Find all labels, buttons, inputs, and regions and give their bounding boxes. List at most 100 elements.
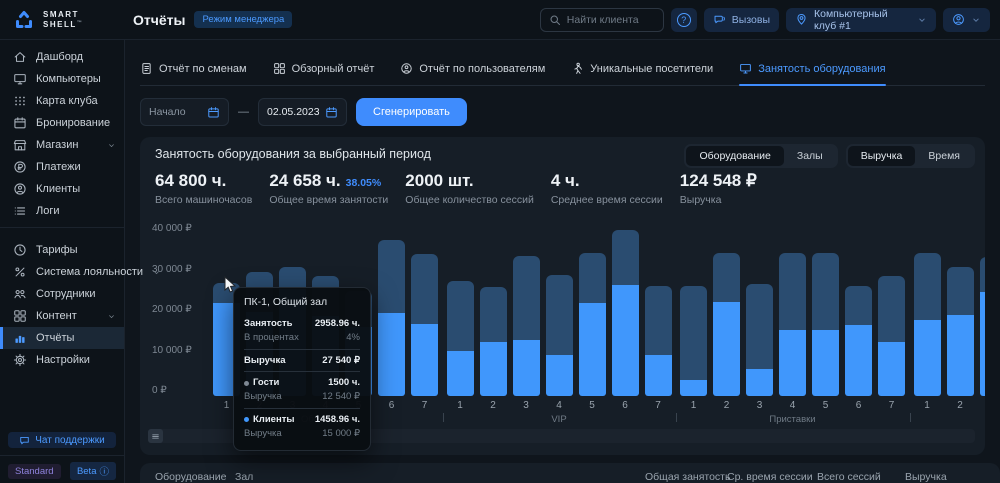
sidebar-item-loyalty[interactable]: Система лояльности (0, 261, 159, 283)
sidebar-item-label: Контент (36, 310, 77, 322)
bar-segment-clients (644, 355, 672, 396)
monitor-icon (739, 62, 752, 75)
smartshell-logo: SMART SHELL™ (12, 8, 125, 32)
chart-bar-Приставки-1[interactable] (680, 286, 707, 396)
chart-bar-VIP-5[interactable] (578, 253, 606, 396)
toggle-revenue[interactable]: Выручка (847, 146, 916, 166)
sidebar-item-club-map[interactable]: Карта клуба (0, 90, 124, 112)
burger-icon (151, 432, 160, 441)
sidebar-item-booking[interactable]: Бронирование (0, 112, 124, 134)
chart-bar-Общий зал-6[interactable] (378, 239, 405, 396)
client-search[interactable] (539, 7, 664, 32)
sidebar-item-staff[interactable]: Сотрудники (0, 283, 124, 305)
chevron-down-icon (107, 141, 116, 150)
tab-user-report[interactable]: Отчёт по пользователям (400, 54, 545, 85)
chevron-down-icon (917, 15, 927, 25)
bar-segment-guests (713, 253, 740, 302)
chart-bar-group3-2[interactable] (946, 266, 974, 396)
sidebar-item-settings[interactable]: Настройки (0, 349, 124, 371)
stat-value: 4 ч. (550, 171, 580, 190)
sidebar-item-label: Тарифы (36, 244, 78, 256)
tooltip-section: Занятость 2958.96 ч. В процентах 4% (244, 313, 360, 349)
sidebar-item-clients[interactable]: Клиенты (0, 178, 124, 200)
clock-icon (13, 243, 27, 257)
bar-segment-guests (746, 284, 773, 369)
beta-badge[interactable]: Beta ⓘ (69, 462, 116, 480)
toggle-equipment[interactable]: Оборудование (686, 146, 784, 166)
date-range-separator: — (238, 106, 249, 118)
chart-bar-Приставки-3[interactable] (746, 284, 773, 396)
x-tick: 4 (789, 400, 796, 411)
bar-segment-guests (411, 254, 438, 324)
sidebar-item-tariffs[interactable]: Тарифы (0, 239, 124, 261)
person-circle-icon (400, 62, 413, 75)
tooltip-row-value: 4% (346, 331, 360, 343)
chart-bar-VIP-6[interactable] (611, 229, 639, 396)
generate-button[interactable]: Сгенерировать (356, 98, 467, 126)
chart-bar-VIP-1[interactable] (446, 281, 474, 396)
calendar-icon (13, 116, 27, 130)
chart-bar-Приставки-6[interactable] (845, 286, 872, 396)
chart-bar-group3-1[interactable] (913, 253, 941, 396)
sidebar-item-reports[interactable]: Отчёты (0, 327, 124, 349)
end-date-field[interactable] (258, 98, 347, 126)
tab-equipment-occupancy[interactable]: Занятость оборудования (739, 54, 886, 86)
chart-bar-VIP-3[interactable] (512, 256, 540, 396)
support-chat-button[interactable]: Чат поддержки (8, 432, 116, 448)
sidebar-divider (0, 227, 124, 228)
page-title: Отчёты (133, 11, 186, 28)
chart-bar-VIP-2[interactable] (479, 286, 507, 396)
chart-bar-group3-3[interactable] (979, 256, 985, 396)
chart-bar-Приставки-7[interactable] (878, 276, 905, 396)
sidebar-item-computers[interactable]: Компьютеры (0, 68, 124, 90)
end-date-input[interactable] (267, 106, 319, 118)
chart-bar-VIP-4[interactable] (545, 275, 573, 396)
chart-bar-Общий зал-7[interactable] (411, 254, 438, 396)
bar-segment-clients (411, 323, 438, 396)
sidebar-item-dashboard[interactable]: Дашборд (0, 46, 124, 68)
start-date-input[interactable] (149, 106, 201, 118)
toggle-time[interactable]: Время (928, 150, 960, 162)
tab-shift-report[interactable]: Отчёт по сменам (140, 54, 247, 85)
stat-label: Всего машиночасов (155, 194, 253, 206)
help-button[interactable]: ? (670, 7, 697, 32)
toggle-halls[interactable]: Залы (796, 150, 823, 162)
stat-label: Среднее время сессии (550, 194, 663, 206)
chart-bar-Приставки-2[interactable] (713, 253, 740, 396)
sidebar-item-shop[interactable]: Магазин (0, 134, 124, 156)
logo-text: SMART SHELL™ (43, 9, 84, 29)
chart-tooltip: ПК-1, Общий зал Занятость 2958.96 ч. В про… (233, 287, 371, 452)
stat-0: 64 800 ч. Всего машиночасов (155, 171, 252, 206)
user-menu[interactable] (943, 7, 990, 32)
range-drag-handle[interactable] (148, 429, 163, 443)
search-input[interactable] (566, 13, 653, 26)
grid-dots-icon (13, 94, 27, 108)
sidebar-item-logs[interactable]: Логи (0, 200, 124, 222)
x-tick: 7 (888, 400, 895, 411)
sidebar-item-content[interactable]: Контент (0, 305, 124, 327)
tab-label: Обзорный отчёт (291, 62, 375, 75)
bar-segment-guests (378, 239, 405, 314)
tab-unique-visitors[interactable]: Уникальные посетители (571, 54, 713, 85)
toggle-group-metric: Выручка Время (845, 144, 975, 168)
tooltip-row-value: 27 540 ₽ (322, 354, 360, 366)
chart-bar-Приставки-4[interactable] (779, 253, 806, 396)
question-icon: ? (676, 12, 691, 27)
stat-1: 24 658 ч. 38.05% Общее время занятости (269, 171, 388, 206)
bar-segment-clients (446, 350, 474, 396)
club-selector[interactable]: Компьютерный клуб #1 (786, 7, 936, 32)
sidebar-item-payments[interactable]: Платежи (0, 156, 124, 178)
x-tick: 7 (421, 400, 428, 411)
calls-button[interactable]: Вызовы (703, 7, 779, 32)
start-date-field[interactable] (140, 98, 229, 126)
home-icon (13, 50, 27, 64)
bar-segment-clients (913, 319, 941, 396)
tab-overview-report[interactable]: Обзорный отчёт (273, 54, 375, 85)
chart-bar-VIP-7[interactable] (644, 286, 672, 396)
monitor-icon (13, 72, 27, 86)
report-card-title: Занятость оборудования за выбранный пери… (155, 147, 431, 161)
ruble-circle-icon (13, 160, 27, 174)
guests-series-dot (244, 380, 249, 386)
chart-bar-Приставки-5[interactable] (812, 253, 839, 396)
clients-series-dot (244, 417, 249, 423)
